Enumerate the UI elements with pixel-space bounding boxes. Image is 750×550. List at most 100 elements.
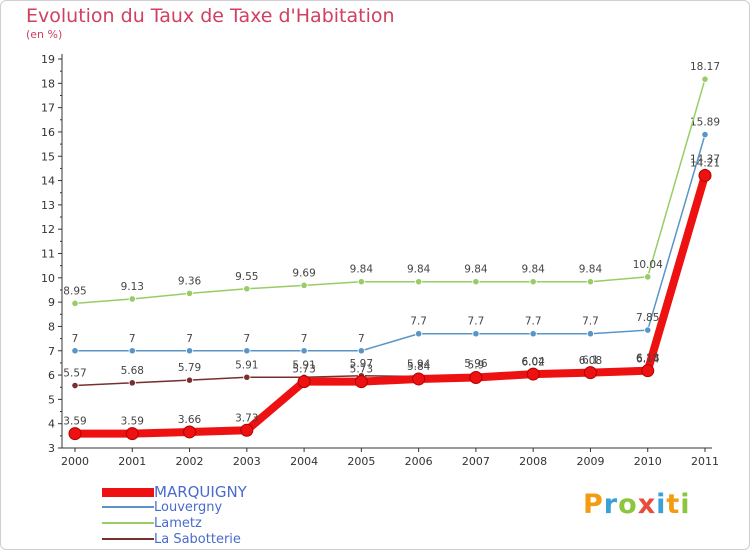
y-tick-label: 3 <box>48 442 55 455</box>
data-point <box>701 75 709 83</box>
data-label: 7.85 <box>636 312 659 324</box>
data-point <box>297 375 311 389</box>
data-label: 7.7 <box>582 316 599 328</box>
legend-item: La Sabotterie <box>102 531 241 547</box>
logo-letter: i <box>656 489 667 520</box>
y-tick-label: 15 <box>41 150 55 163</box>
logo-letter: t <box>666 489 681 520</box>
y-tick-label: 8 <box>48 320 55 333</box>
data-point <box>243 347 251 355</box>
data-point <box>357 347 365 355</box>
logo-letter: o <box>618 489 638 520</box>
logo-letter: P <box>583 489 604 520</box>
data-label: 9.13 <box>121 281 144 293</box>
data-label: 9.84 <box>464 264 488 276</box>
data-point <box>183 425 197 439</box>
logo-letter: r <box>603 489 619 520</box>
data-point <box>529 330 537 338</box>
series-line <box>75 174 709 438</box>
data-label: 7 <box>72 333 79 345</box>
data-label: 7 <box>358 333 365 345</box>
data-label: 5.79 <box>178 362 201 374</box>
data-label: 10.04 <box>633 259 663 271</box>
data-point <box>128 379 136 387</box>
x-tick-label: 2001 <box>118 455 146 468</box>
data-label: 5.73 <box>292 364 315 376</box>
proxiti-logo: Proxiti <box>583 489 691 520</box>
data-label: 5.94 <box>407 359 431 371</box>
y-tick-label: 11 <box>41 248 55 261</box>
data-point <box>586 330 595 338</box>
x-tick-label: 2008 <box>519 455 547 468</box>
legend-item: MARQUIGNY <box>102 483 247 501</box>
data-label: 9.84 <box>407 264 431 276</box>
legend-swatch <box>102 538 154 540</box>
data-label: 5.73 <box>350 364 373 376</box>
x-tick-label: 2010 <box>634 455 662 468</box>
data-point <box>529 278 537 286</box>
data-label: 5.84 <box>407 361 431 373</box>
data-point <box>698 168 712 182</box>
chart-title: Evolution du Taux de Taxe d'Habitation <box>26 5 395 27</box>
data-point <box>641 364 655 378</box>
data-label: 9.69 <box>292 267 315 279</box>
data-label: 18.17 <box>690 61 720 73</box>
series-line <box>75 134 706 352</box>
x-tick-label: 2011 <box>691 455 719 468</box>
data-point <box>701 131 709 139</box>
legend-swatch <box>102 487 154 497</box>
data-point <box>583 366 597 380</box>
data-label: 7 <box>243 333 250 345</box>
data-label: 9.55 <box>235 271 258 283</box>
y-tick-label: 17 <box>41 102 55 115</box>
data-point <box>300 281 308 289</box>
data-label: 9.84 <box>521 264 545 276</box>
y-tick-label: 14 <box>41 175 55 188</box>
data-label: 14.21 <box>690 157 720 169</box>
data-label: 6.1 <box>582 355 599 367</box>
data-point <box>71 347 79 355</box>
data-label: 5.57 <box>63 368 86 380</box>
series-line <box>74 171 706 387</box>
x-tick-label: 2009 <box>576 455 604 468</box>
chart-subtitle: (en %) <box>26 28 63 41</box>
y-tick-label: 12 <box>41 223 55 236</box>
data-point <box>300 347 308 355</box>
data-point <box>415 330 423 338</box>
data-point <box>243 285 251 293</box>
data-point <box>185 347 194 355</box>
data-point <box>240 423 254 437</box>
y-tick-label: 5 <box>48 393 55 406</box>
y-tick-label: 10 <box>41 272 55 285</box>
data-label: 7.7 <box>410 316 427 328</box>
legend-label: Lametz <box>154 515 202 531</box>
data-point <box>128 347 136 355</box>
data-point <box>68 427 82 441</box>
data-label: 6.04 <box>521 356 545 368</box>
x-tick-label: 2003 <box>233 455 261 468</box>
data-label: 3.59 <box>121 416 144 428</box>
x-tick-label: 2004 <box>290 455 318 468</box>
data-label: 5.91 <box>235 359 258 371</box>
data-label: 7 <box>129 333 136 345</box>
logo-letter: x <box>637 489 657 520</box>
data-label: 5.97 <box>350 358 373 370</box>
x-tick-label: 2006 <box>405 455 433 468</box>
data-point <box>71 381 79 390</box>
data-point <box>71 299 79 307</box>
data-label: 9.84 <box>579 264 603 276</box>
data-label: 3.73 <box>235 412 258 424</box>
data-point <box>644 326 652 334</box>
y-tick-label: 6 <box>48 369 55 382</box>
legend-label: Louvergny <box>154 499 223 515</box>
legend-swatch <box>102 506 154 508</box>
series-line <box>74 78 706 305</box>
y-tick-label: 18 <box>41 77 55 90</box>
data-point <box>472 330 480 338</box>
data-label: 9.36 <box>178 275 202 287</box>
data-point <box>526 367 540 381</box>
data-label: 5.68 <box>121 365 144 377</box>
x-tick-label: 2002 <box>176 455 204 468</box>
legend-item: Lametz <box>102 515 202 531</box>
